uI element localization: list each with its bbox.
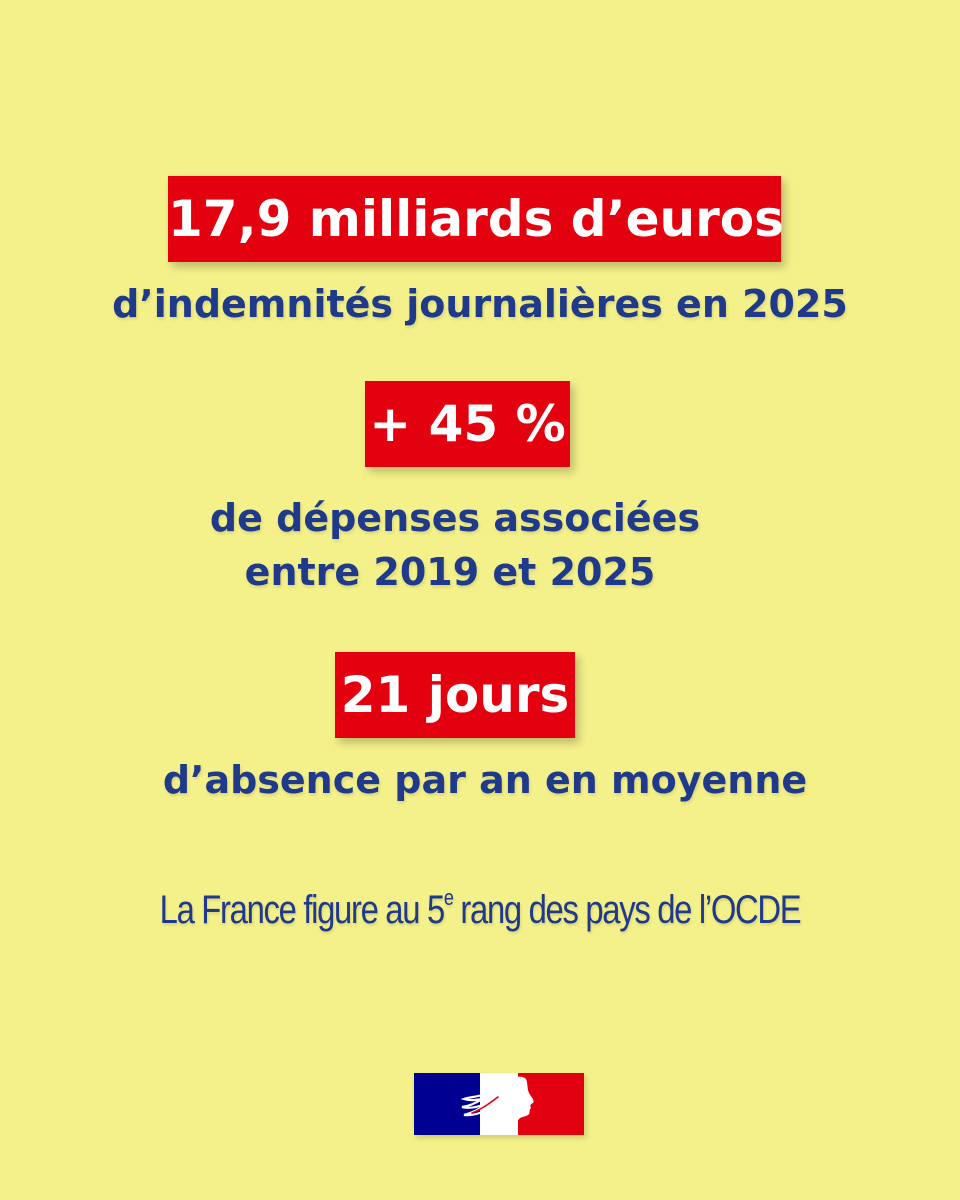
ranking-text-after: rang des pays de l’OCDE <box>452 888 801 932</box>
stat-description: de dépenses associées <box>209 496 701 540</box>
marianne-flag-logo-icon <box>414 1073 584 1135</box>
ranking-statement: La France figure au 5e rang des pays de … <box>86 880 873 940</box>
stat-value-highlight: 21 jours <box>335 652 575 738</box>
ranking-text-before: La France figure au 5 <box>159 888 446 932</box>
stat-value-highlight: + 45 % <box>365 381 570 467</box>
stat-description: d’indemnités journalières en 2025 <box>112 282 848 326</box>
stat-description: entre 2019 et 2025 <box>244 550 656 594</box>
stat-value-highlight: 17,9 milliards d’euros <box>168 176 784 262</box>
ranking-ordinal-suffix: e <box>443 885 454 910</box>
stat-description: d’absence par an en moyenne <box>162 758 808 802</box>
